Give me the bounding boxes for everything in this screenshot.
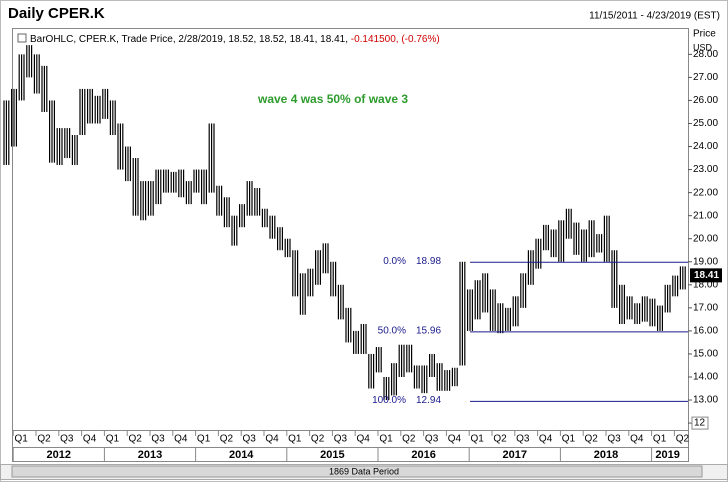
quarter-label: Q1: [288, 434, 302, 445]
y-tick-label: 28.00: [693, 49, 718, 60]
y-tick-label: 15.00: [693, 349, 718, 360]
quarter-label: Q3: [151, 434, 165, 445]
y-tick-label: 17.00: [693, 302, 718, 313]
year-label: 2016: [411, 449, 435, 461]
annotation: wave 4 was 50% of wave 3: [257, 92, 408, 106]
year-label: 2014: [229, 449, 254, 461]
quarter-label: Q2: [37, 434, 51, 445]
quarter-label: Q4: [265, 434, 279, 445]
y-tick-label: 24.00: [693, 141, 718, 152]
quarter-label: Q3: [425, 434, 439, 445]
quarter-label: Q1: [653, 434, 667, 445]
quarter-label: Q2: [220, 434, 234, 445]
year-label: 2017: [503, 449, 527, 461]
chart-title: Daily CPER.K: [8, 5, 105, 22]
y-tick-label: 14.00: [693, 372, 718, 383]
quarter-label: Q1: [197, 434, 211, 445]
quarter-label: Q1: [471, 434, 485, 445]
quarter-label: Q2: [676, 434, 690, 445]
y-tick-label: 26.00: [693, 95, 718, 106]
y-tick-label: 20.00: [693, 233, 718, 244]
year-label: 2015: [320, 449, 344, 461]
legend-change: -0.141500, (-0.76%): [351, 34, 440, 45]
y-tick-label: 12: [694, 418, 706, 429]
quarter-label: Q3: [516, 434, 530, 445]
legend-icon: [17, 33, 27, 43]
y-tick-label: 23.00: [693, 164, 718, 175]
y-tick-label: 18.00: [693, 279, 718, 290]
quarter-label: Q1: [106, 434, 120, 445]
axis-title: Price: [693, 29, 716, 40]
y-tick-label: 19.00: [693, 256, 718, 267]
quarter-label: Q4: [448, 434, 462, 445]
quarter-label: Q3: [607, 434, 621, 445]
last-price: 18.41: [694, 270, 719, 281]
time-axis-border: [12, 430, 689, 462]
quarter-label: Q2: [402, 434, 416, 445]
y-tick-label: 16.00: [693, 326, 718, 337]
quarter-label: Q4: [630, 434, 644, 445]
quarter-label: Q3: [60, 434, 74, 445]
year-label: 2018: [594, 449, 618, 461]
scrollbar-thumb[interactable]: [11, 465, 703, 478]
quarter-label: Q4: [357, 434, 371, 445]
fib-label: 100.0%: [372, 395, 406, 406]
quarter-label: Q2: [493, 434, 507, 445]
quarter-label: Q3: [334, 434, 348, 445]
quarter-label: Q2: [129, 434, 143, 445]
y-tick-label: 25.00: [693, 118, 718, 129]
quarter-label: Q4: [83, 434, 97, 445]
fib-label: 0.0%: [383, 256, 406, 267]
quarter-label: Q1: [379, 434, 393, 445]
quarter-label: Q1: [15, 434, 29, 445]
fib-value: 12.94: [416, 395, 441, 406]
y-tick-label: 22.00: [693, 187, 718, 198]
y-tick-label: 21.00: [693, 210, 718, 221]
legend-text: BarOHLC, CPER.K, Trade Price, 2/28/2019,…: [30, 34, 348, 45]
last-price-box: [690, 268, 722, 283]
data-period: 1869 Data Period: [329, 466, 399, 476]
y-tick-label: 27.00: [693, 72, 718, 83]
quarter-label: Q2: [585, 434, 599, 445]
legend: BarOHLC, CPER.K, Trade Price, 2/28/2019,…: [30, 34, 440, 45]
y-tick-box: [691, 416, 709, 430]
quarter-label: Q1: [562, 434, 576, 445]
axis-unit: USD: [693, 42, 713, 52]
date-range: 11/15/2011 - 4/23/2019 (EST): [589, 11, 720, 22]
fib-value: 15.96: [416, 325, 441, 336]
year-label: 2019: [655, 449, 679, 461]
quarter-label: Q4: [174, 434, 188, 445]
fib-label: 50.0%: [378, 325, 406, 336]
quarter-label: Q3: [243, 434, 257, 445]
y-tick-label: 13.00: [693, 395, 718, 406]
quarter-label: Q4: [539, 434, 553, 445]
year-label: 2013: [138, 449, 162, 461]
year-label: 2012: [47, 449, 71, 461]
fib-value: 18.98: [416, 256, 441, 267]
quarter-label: Q2: [311, 434, 325, 445]
